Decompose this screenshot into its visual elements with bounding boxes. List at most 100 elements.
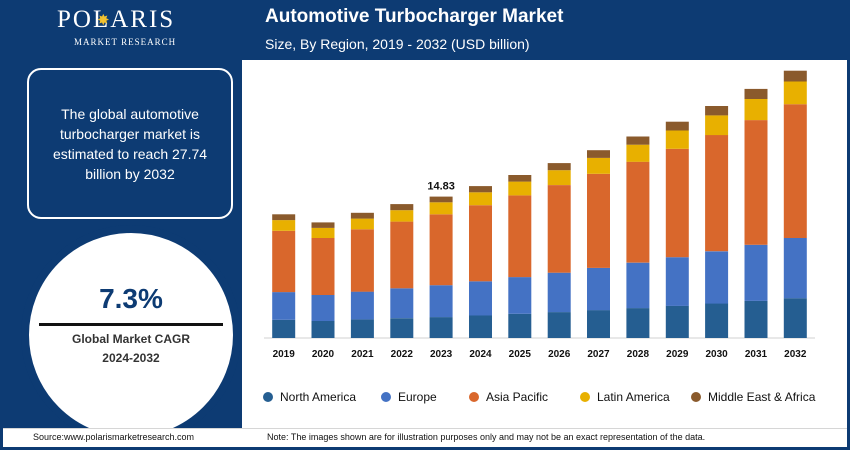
bar-segment-2024-s2 [469, 205, 492, 282]
bar-segment-2026-s3 [547, 170, 571, 185]
bar-segment-2020-s4 [311, 222, 335, 228]
legend-label-s2: Asia Pacific [486, 390, 548, 404]
bar-segment-2028-s1 [626, 262, 650, 309]
bar-segment-2026-s0 [547, 312, 571, 338]
cagr-period: 2024-2032 [102, 351, 160, 365]
bar-segment-2019-s2 [272, 230, 296, 293]
bar-segment-2022-s3 [390, 210, 414, 222]
bar-segment-2032-s1 [783, 238, 807, 299]
polaris-logo: POLARIS ✸ MARKET RESEARCH [57, 6, 187, 50]
bar-segment-2023-s4 [429, 196, 453, 203]
bar-segment-2025-s4 [508, 175, 532, 182]
market-info-box: The global automotive turbocharger marke… [27, 68, 233, 219]
bar-segment-2023-s1 [429, 285, 453, 318]
bar-segment-2030-s0 [705, 303, 729, 338]
x-tick-label: 2026 [548, 349, 571, 360]
data-label-2023: 14.83 [427, 181, 455, 193]
bar-segment-2027-s1 [587, 267, 610, 311]
bar-segment-2029-s2 [665, 148, 689, 258]
bar-segment-2031-s0 [744, 300, 768, 338]
brand-subname: MARKET RESEARCH [74, 37, 177, 47]
bar-segment-2030-s1 [705, 251, 729, 304]
bar-segment-2025-s1 [508, 277, 532, 314]
chart-title: Automotive Turbocharger Market [265, 6, 564, 27]
market-info-text: The global automotive turbocharger marke… [52, 105, 208, 182]
bar-segment-2031-s4 [744, 88, 768, 99]
x-tick-label: 2020 [312, 349, 335, 360]
bar-segment-2019-s0 [272, 319, 296, 338]
legend-label-s3: Latin America [597, 390, 670, 404]
bar-segment-2025-s2 [508, 195, 532, 278]
bar-segment-2026-s2 [547, 185, 571, 273]
bar-segment-2021-s4 [350, 212, 374, 219]
bar-segment-2026-s1 [547, 272, 571, 313]
bar-segment-2021-s3 [350, 218, 374, 230]
bar-segment-2022-s2 [390, 221, 414, 289]
footer [0, 428, 850, 450]
bar-segment-2024-s1 [469, 281, 492, 316]
x-tick-label: 2028 [627, 349, 650, 360]
bar-segment-2027-s0 [587, 310, 610, 338]
bar-segment-2021-s1 [350, 291, 374, 320]
bar-segment-2021-s0 [350, 319, 374, 338]
x-tick-label: 2030 [705, 349, 728, 360]
x-tick-label: 2029 [666, 349, 689, 360]
bar-segment-2022-s4 [390, 204, 414, 211]
bar-segment-2030-s2 [705, 135, 729, 252]
bar-segment-2022-s1 [390, 288, 414, 319]
x-tick-label: 2031 [745, 349, 768, 360]
bar-segment-2026-s4 [547, 163, 571, 171]
bar-segment-2020-s3 [311, 227, 335, 238]
bar-segment-2024-s4 [469, 186, 492, 193]
bar-segment-2032-s4 [783, 70, 807, 82]
bar-segment-2031-s1 [744, 244, 768, 301]
bar-segment-2027-s3 [587, 157, 610, 174]
bar-segment-2022-s0 [390, 318, 414, 338]
bar-segment-2028-s3 [626, 144, 650, 162]
bar-segment-2031-s3 [744, 99, 768, 121]
bar-segment-2020-s0 [311, 321, 335, 338]
source-text: Source:www.polarismarketresearch.com [33, 432, 195, 442]
legend-swatch-s1 [381, 392, 391, 402]
bar-segment-2029-s1 [665, 257, 689, 306]
cagr-label: Global Market CAGR [71, 332, 191, 346]
legend-label-s1: Europe [398, 390, 437, 404]
bar-segment-2032-s0 [783, 298, 807, 338]
x-tick-label: 2019 [273, 349, 296, 360]
bar-segment-2023-s2 [429, 214, 453, 286]
bar-segment-2027-s2 [587, 173, 610, 268]
bar-segment-2030-s4 [705, 106, 729, 116]
x-tick-label: 2021 [351, 349, 374, 360]
cagr-value: 7.3% [99, 283, 163, 314]
compass-star-icon: ✸ [97, 12, 110, 29]
bar-segment-2030-s3 [705, 115, 729, 136]
legend-swatch-s2 [469, 392, 479, 402]
bar-segment-2023-s3 [429, 202, 453, 215]
bar-segment-2019-s1 [272, 292, 296, 320]
bar-segment-2028-s4 [626, 136, 650, 145]
brand-name: POLARIS [57, 6, 176, 33]
bar-segment-2025-s0 [508, 313, 532, 338]
bar-segment-2024-s0 [469, 315, 492, 338]
legend-swatch-s0 [263, 392, 273, 402]
x-tick-label: 2022 [391, 349, 414, 360]
cagr-divider [39, 323, 223, 326]
bar-segment-2020-s2 [311, 238, 335, 295]
bar-segment-2032-s2 [783, 104, 807, 238]
bar-segment-2028-s2 [626, 161, 650, 263]
bar-segment-2029-s4 [665, 121, 689, 131]
bar-segment-2023-s0 [429, 317, 453, 338]
bar-segment-2029-s0 [665, 305, 689, 338]
legend-label-s0: North America [280, 390, 356, 404]
bar-segment-2019-s3 [272, 220, 296, 231]
bar-segment-2021-s2 [350, 229, 374, 292]
bar-segment-2031-s2 [744, 120, 768, 245]
x-tick-label: 2032 [784, 349, 807, 360]
legend-label-s4: Middle East & Africa [708, 390, 816, 404]
legend-swatch-s3 [580, 392, 590, 402]
bar-segment-2028-s0 [626, 308, 650, 338]
x-tick-label: 2024 [469, 349, 492, 360]
bar-segment-2019-s4 [272, 214, 296, 221]
disclaimer-note: Note: The images shown are for illustrat… [267, 432, 706, 442]
